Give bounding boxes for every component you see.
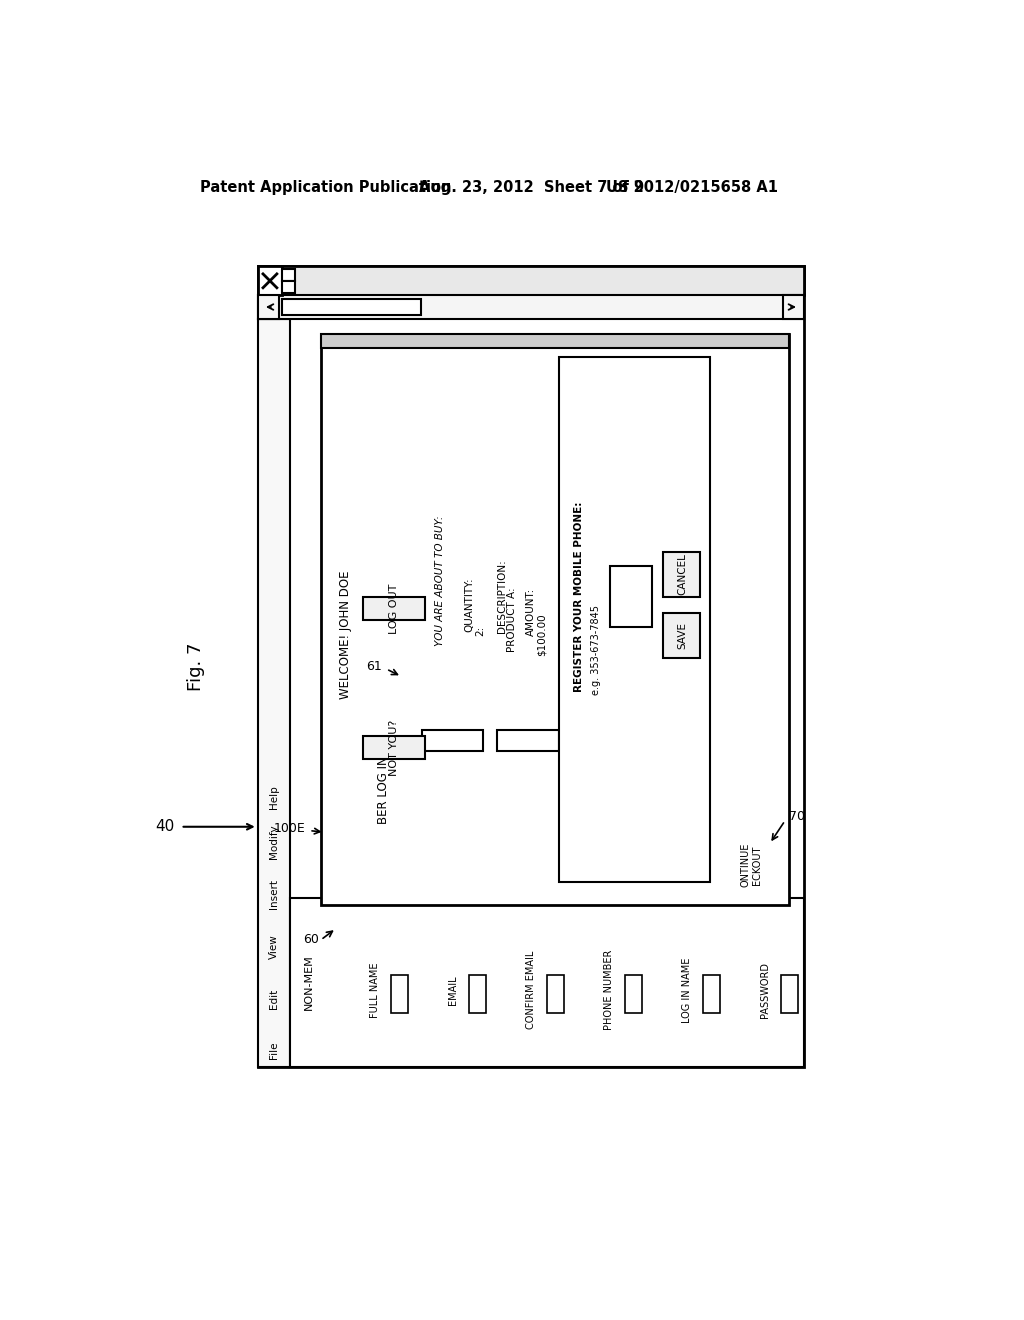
Bar xyxy=(782,296,804,318)
Text: 40: 40 xyxy=(156,820,175,834)
Text: 70: 70 xyxy=(788,810,805,824)
Bar xyxy=(547,974,563,1014)
Text: US 2012/0215658 A1: US 2012/0215658 A1 xyxy=(606,180,778,195)
Text: Fig. 7: Fig. 7 xyxy=(187,643,205,690)
Text: Modify: Modify xyxy=(268,825,279,859)
Text: CANCEL: CANCEL xyxy=(677,553,687,595)
Text: ONTINUE: ONTINUE xyxy=(740,842,750,887)
Text: SAVE: SAVE xyxy=(677,622,687,649)
Text: NOT YOU?: NOT YOU? xyxy=(389,719,399,776)
Bar xyxy=(780,974,798,1014)
Bar xyxy=(729,840,773,890)
Bar xyxy=(258,296,280,318)
Text: 100E: 100E xyxy=(273,822,305,834)
Bar xyxy=(283,281,295,293)
Text: FULL NAME: FULL NAME xyxy=(370,962,380,1018)
Bar xyxy=(283,268,295,281)
Bar xyxy=(258,318,290,1067)
Text: EMAIL: EMAIL xyxy=(449,975,458,1005)
Text: DESCRIPTION:: DESCRIPTION: xyxy=(497,560,507,634)
Text: PRODUCT A:: PRODUCT A: xyxy=(508,587,517,652)
Bar xyxy=(664,552,700,597)
Text: BER LOG IN: BER LOG IN xyxy=(378,756,390,824)
Bar xyxy=(559,358,710,882)
Bar xyxy=(702,974,720,1014)
Text: 2:: 2: xyxy=(475,626,485,636)
Bar xyxy=(364,737,425,759)
Text: AMOUNT:: AMOUNT: xyxy=(526,587,536,636)
Bar xyxy=(422,730,483,751)
Bar xyxy=(390,974,408,1014)
Text: e.g. 353-673-7845: e.g. 353-673-7845 xyxy=(592,606,601,696)
Text: Help: Help xyxy=(268,785,279,809)
Bar xyxy=(258,267,283,296)
Text: 60: 60 xyxy=(303,933,319,946)
Bar xyxy=(625,974,642,1014)
Text: REGISTER YOUR MOBILE PHONE:: REGISTER YOUR MOBILE PHONE: xyxy=(573,502,584,692)
Text: Patent Application Publication: Patent Application Publication xyxy=(200,180,452,195)
Text: $100.00: $100.00 xyxy=(537,614,547,656)
Text: WELCOME! JOHN DOE: WELCOME! JOHN DOE xyxy=(339,570,352,700)
Text: QUANTITY:: QUANTITY: xyxy=(464,577,474,631)
Text: PHONE NUMBER: PHONE NUMBER xyxy=(604,950,614,1030)
Text: Insert: Insert xyxy=(268,879,279,909)
Text: LOG IN NAME: LOG IN NAME xyxy=(682,957,692,1023)
Bar xyxy=(609,566,652,627)
Bar xyxy=(258,296,804,318)
Bar xyxy=(283,300,421,314)
Text: 61: 61 xyxy=(367,660,382,673)
Bar xyxy=(290,898,804,1067)
Bar xyxy=(321,334,788,906)
Text: ECKOUT: ECKOUT xyxy=(753,845,762,884)
Bar xyxy=(367,689,583,890)
Bar xyxy=(258,267,804,296)
Text: PASSWORD: PASSWORD xyxy=(760,962,770,1018)
Text: File: File xyxy=(268,1041,279,1059)
Bar xyxy=(258,267,804,1067)
Bar xyxy=(321,334,788,348)
Text: NON-MEM: NON-MEM xyxy=(304,954,314,1010)
Bar xyxy=(664,614,700,659)
Bar xyxy=(469,974,485,1014)
Text: CONFIRM EMAIL: CONFIRM EMAIL xyxy=(526,950,537,1030)
Bar xyxy=(497,730,559,751)
Text: View: View xyxy=(268,935,279,960)
Text: YOU ARE ABOUT TO BUY:: YOU ARE ABOUT TO BUY: xyxy=(435,516,445,647)
Text: LOG OUT: LOG OUT xyxy=(389,583,399,634)
Text: Aug. 23, 2012  Sheet 7 of 9: Aug. 23, 2012 Sheet 7 of 9 xyxy=(419,180,644,195)
Text: Edit: Edit xyxy=(268,989,279,1010)
Bar xyxy=(364,597,425,620)
